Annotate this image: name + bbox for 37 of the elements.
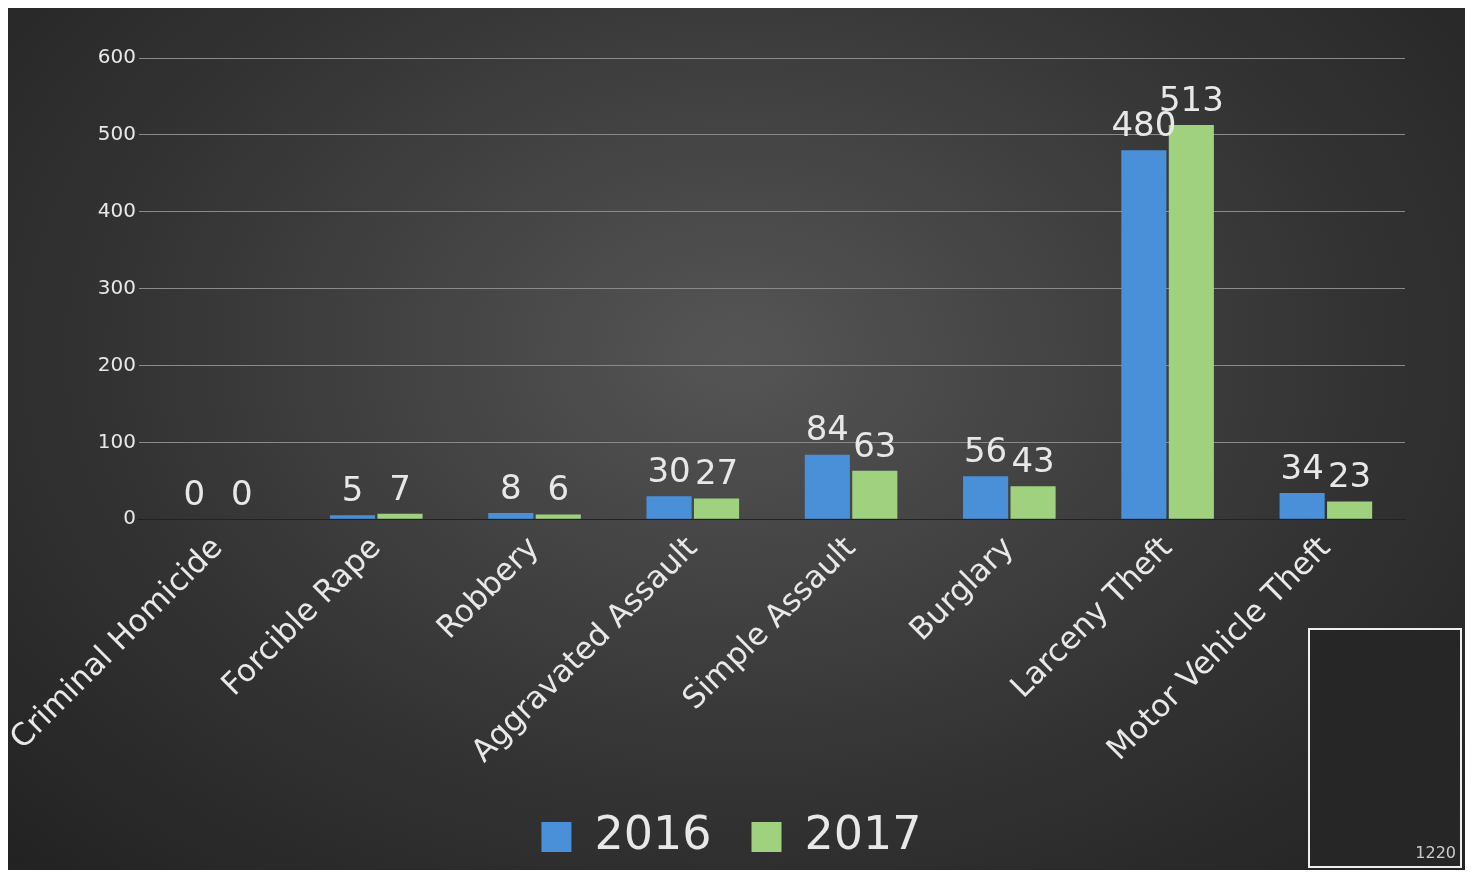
data-label: 27 bbox=[694, 452, 739, 493]
bar bbox=[377, 513, 423, 519]
data-label: 8 bbox=[499, 466, 522, 507]
legend-label: 2016 bbox=[594, 805, 712, 860]
inset-frame: 1220 bbox=[1308, 628, 1462, 868]
y-tick-label: 300 bbox=[97, 274, 136, 299]
data-label: 23 bbox=[1327, 455, 1372, 496]
legend-label: 2017 bbox=[804, 805, 922, 860]
bar bbox=[329, 515, 376, 519]
bar bbox=[646, 496, 692, 519]
bar bbox=[1279, 493, 1325, 519]
y-tick-label: 600 bbox=[97, 44, 136, 69]
bar bbox=[1010, 486, 1056, 519]
data-label: 63 bbox=[853, 424, 897, 465]
y-tick-label: 100 bbox=[97, 428, 136, 453]
data-label: 30 bbox=[647, 449, 691, 490]
data-label: 56 bbox=[963, 429, 1008, 470]
bar bbox=[852, 470, 898, 519]
y-tick-label: 400 bbox=[97, 197, 136, 222]
bar bbox=[1327, 501, 1373, 519]
data-label: 34 bbox=[1280, 446, 1324, 487]
y-tick-label: 200 bbox=[97, 351, 136, 376]
data-label: 6 bbox=[547, 468, 570, 509]
bar bbox=[1121, 150, 1167, 519]
y-tick-label: 500 bbox=[97, 121, 136, 146]
bar bbox=[693, 498, 740, 519]
bar bbox=[804, 454, 850, 519]
data-label: 43 bbox=[1011, 439, 1055, 480]
bar bbox=[488, 513, 534, 519]
y-tick-label: 0 bbox=[123, 505, 136, 530]
bar bbox=[535, 514, 581, 519]
data-label: 84 bbox=[805, 408, 849, 449]
data-label: 0 bbox=[230, 473, 253, 514]
bar bbox=[963, 476, 1009, 519]
data-label: 5 bbox=[341, 469, 364, 510]
data-label: 0 bbox=[183, 473, 206, 514]
data-label: 7 bbox=[389, 467, 411, 508]
